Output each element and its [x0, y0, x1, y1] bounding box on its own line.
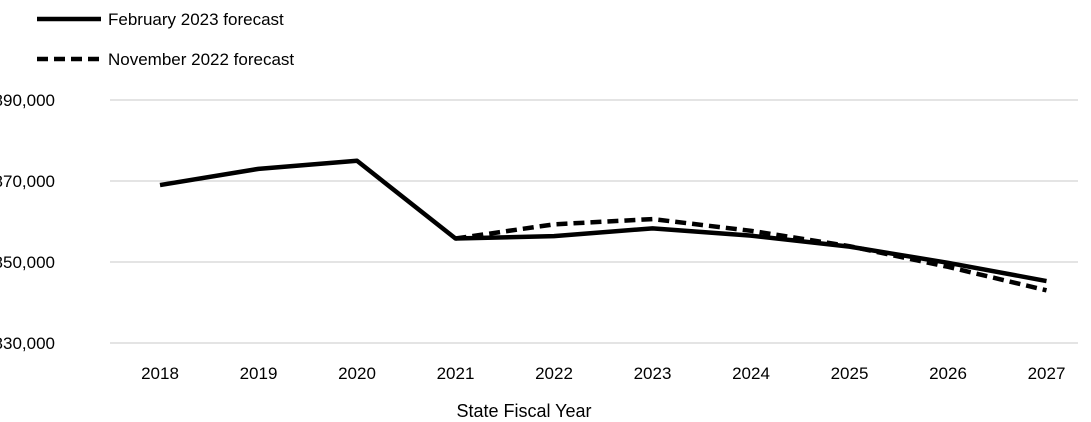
y-tick-label: 830,000	[0, 334, 55, 353]
y-axis-ticks: 830,000 850,000 870,000 890,000	[0, 91, 55, 353]
x-tick-label: 2019	[240, 364, 278, 383]
x-tick-label: 2027	[1028, 364, 1066, 383]
x-tick-label: 2023	[634, 364, 672, 383]
y-tick-label: 870,000	[0, 172, 55, 191]
legend: February 2023 forecast November 2022 fore…	[37, 10, 294, 69]
y-tick-label: 850,000	[0, 253, 55, 272]
legend-label: November 2022 forecast	[108, 50, 294, 69]
legend-label: February 2023 forecast	[108, 10, 284, 29]
series-line-november-2022	[455, 216, 1048, 293]
x-axis-ticks: 2018 2019 2020 2021 2022 2023 2024 2025 2026 2027	[141, 364, 1065, 383]
x-tick-label: 2020	[338, 364, 376, 383]
series-line-february-2023	[159, 158, 1047, 284]
x-tick-label: 2026	[929, 364, 967, 383]
x-tick-label: 2025	[831, 364, 869, 383]
x-tick-label: 2018	[141, 364, 179, 383]
x-tick-label: 2024	[732, 364, 770, 383]
series-lines	[159, 158, 1048, 293]
x-tick-label: 2021	[437, 364, 475, 383]
x-axis-title: State Fiscal Year	[456, 401, 591, 421]
x-tick-label: 2022	[535, 364, 573, 383]
y-tick-label: 890,000	[0, 91, 55, 110]
